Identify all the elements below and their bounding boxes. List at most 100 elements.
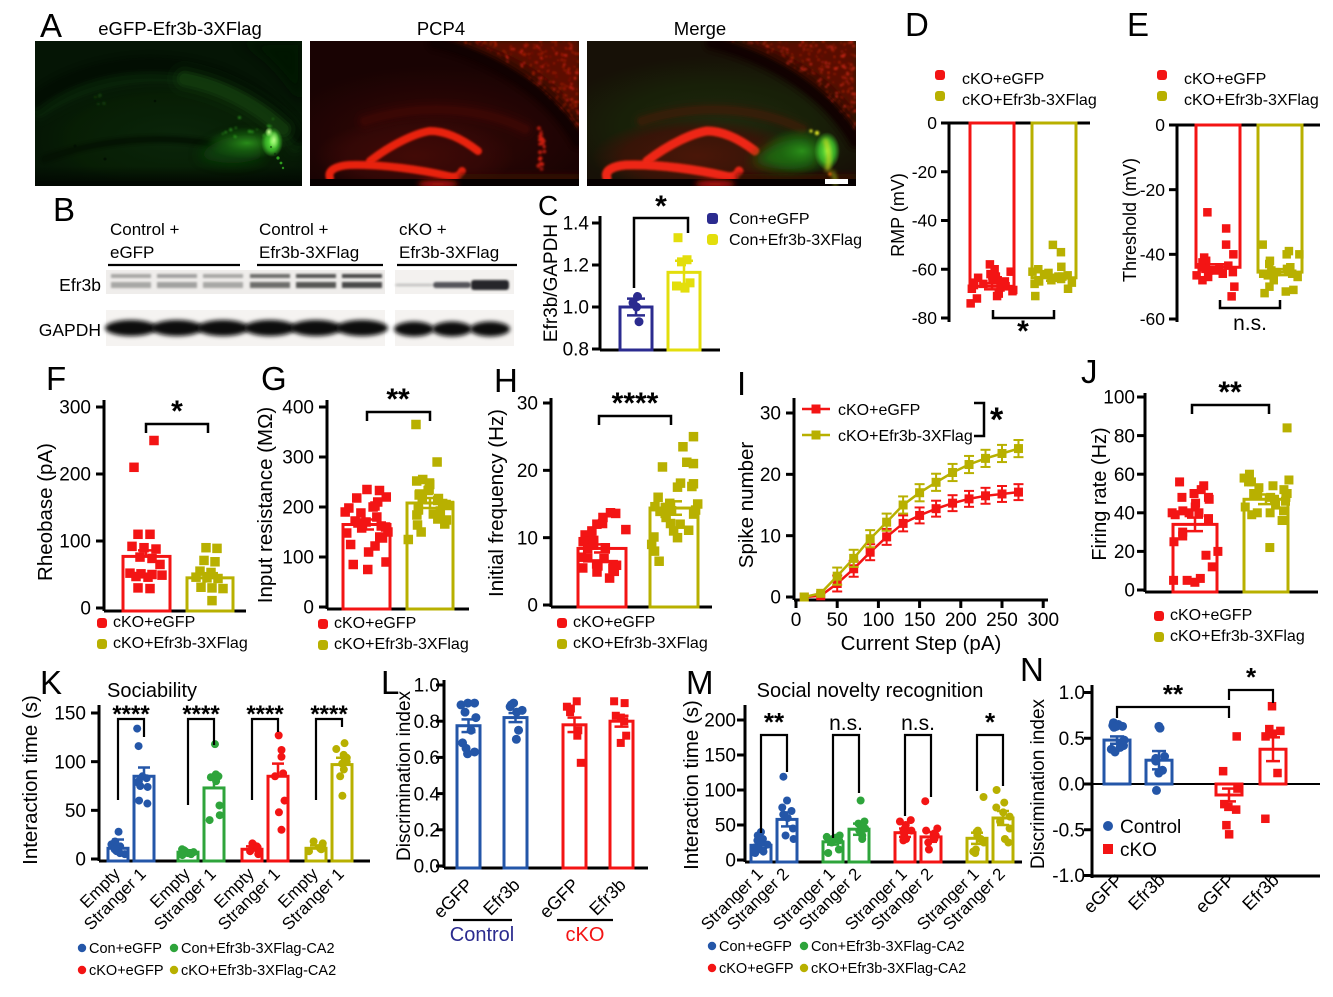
svg-text:****: **** xyxy=(182,701,220,728)
svg-text:Current Step (pA): Current Step (pA) xyxy=(841,632,1002,655)
svg-text:-0.5: -0.5 xyxy=(1052,820,1085,841)
svg-text:cKO+eGFP: cKO+eGFP xyxy=(113,614,195,631)
svg-text:cKO+Efr3b-3XFlag: cKO+Efr3b-3XFlag xyxy=(838,428,973,445)
svg-text:20: 20 xyxy=(760,465,781,486)
svg-text:0: 0 xyxy=(303,598,314,619)
svg-text:Control +: Control + xyxy=(259,220,329,239)
svg-text:-20: -20 xyxy=(1140,180,1166,200)
svg-text:Spike number: Spike number xyxy=(735,442,758,569)
svg-text:0.0: 0.0 xyxy=(414,857,440,878)
svg-text:cKO+eGFP: cKO+eGFP xyxy=(719,961,794,977)
svg-text:Efr3b-3XFlag: Efr3b-3XFlag xyxy=(399,243,499,262)
svg-text:****: **** xyxy=(612,387,659,420)
svg-text:150: 150 xyxy=(704,746,736,767)
svg-text:50: 50 xyxy=(65,801,86,822)
svg-text:Control +: Control + xyxy=(110,220,180,239)
svg-text:C: C xyxy=(538,190,558,221)
svg-text:cKO+Efr3b-3XFlag: cKO+Efr3b-3XFlag xyxy=(334,636,469,653)
svg-text:20: 20 xyxy=(1114,542,1135,563)
svg-text:100: 100 xyxy=(59,532,91,553)
svg-text:cKO+Efr3b-3XFlag: cKO+Efr3b-3XFlag xyxy=(573,635,708,652)
svg-text:Interaction time (s): Interaction time (s) xyxy=(19,695,42,865)
svg-text:-60: -60 xyxy=(912,259,938,279)
svg-text:L: L xyxy=(381,664,399,701)
svg-text:cKO: cKO xyxy=(1120,840,1157,861)
svg-text:400: 400 xyxy=(282,398,314,419)
svg-text:0.5: 0.5 xyxy=(1059,729,1085,750)
svg-text:0.6: 0.6 xyxy=(414,748,440,769)
svg-text:0.8: 0.8 xyxy=(414,712,440,733)
svg-text:Con+eGFP: Con+eGFP xyxy=(729,211,809,228)
svg-text:Interaction time (s): Interaction time (s) xyxy=(680,700,703,870)
svg-text:cKO+eGFP: cKO+eGFP xyxy=(838,402,920,419)
svg-text:M: M xyxy=(686,664,714,701)
svg-text:Discrimination index: Discrimination index xyxy=(394,691,415,862)
svg-text:0.4: 0.4 xyxy=(414,784,441,805)
svg-text:cKO+Efr3b-3XFlag: cKO+Efr3b-3XFlag xyxy=(1184,92,1319,109)
svg-text:RMP (mV): RMP (mV) xyxy=(888,173,908,257)
svg-text:200: 200 xyxy=(59,465,91,486)
svg-text:30: 30 xyxy=(760,404,781,425)
svg-text:n.s.: n.s. xyxy=(1233,312,1267,335)
svg-text:Efr3b/GAPDH: Efr3b/GAPDH xyxy=(541,224,562,342)
svg-text:cKO+Efr3b-3XFlag-CA2: cKO+Efr3b-3XFlag-CA2 xyxy=(811,961,966,977)
svg-text:Con+Efr3b-3XFlag-CA2: Con+Efr3b-3XFlag-CA2 xyxy=(811,939,965,955)
svg-text:Firing rate (Hz): Firing rate (Hz) xyxy=(1089,427,1111,560)
svg-text:200: 200 xyxy=(945,610,977,631)
svg-text:*: * xyxy=(1246,662,1257,692)
svg-text:cKO+eGFP: cKO+eGFP xyxy=(962,71,1044,88)
svg-text:cKO: cKO xyxy=(566,924,605,946)
svg-text:H: H xyxy=(494,362,518,399)
svg-text:Discrimination index: Discrimination index xyxy=(1028,699,1049,870)
svg-text:eGFP: eGFP xyxy=(110,243,154,262)
svg-text:Merge: Merge xyxy=(674,18,726,39)
svg-text:J: J xyxy=(1081,353,1098,390)
svg-text:150: 150 xyxy=(54,704,86,725)
svg-text:cKO+eGFP: cKO+eGFP xyxy=(1184,71,1266,88)
svg-text:cKO+Efr3b-3XFlag-CA2: cKO+Efr3b-3XFlag-CA2 xyxy=(181,963,336,979)
svg-text:50: 50 xyxy=(827,610,848,631)
svg-text:****: **** xyxy=(310,701,348,728)
svg-text:cKO+eGFP: cKO+eGFP xyxy=(89,963,164,979)
svg-text:*: * xyxy=(171,395,183,428)
svg-text:*: * xyxy=(985,707,996,737)
svg-text:-80: -80 xyxy=(912,308,938,328)
svg-text:80: 80 xyxy=(1114,426,1135,447)
svg-text:cKO +: cKO + xyxy=(399,220,447,239)
svg-text:100: 100 xyxy=(863,610,895,631)
svg-text:G: G xyxy=(261,360,287,397)
svg-text:100: 100 xyxy=(704,781,736,802)
svg-text:0: 0 xyxy=(527,596,538,617)
svg-text:0: 0 xyxy=(725,851,736,872)
svg-text:A: A xyxy=(40,7,62,44)
svg-text:300: 300 xyxy=(1027,610,1059,631)
svg-text:**: ** xyxy=(386,383,410,416)
svg-text:10: 10 xyxy=(517,528,538,549)
svg-text:0: 0 xyxy=(927,113,937,133)
svg-text:0: 0 xyxy=(80,599,91,620)
svg-text:1.0: 1.0 xyxy=(563,298,589,319)
svg-text:Efr3b: Efr3b xyxy=(59,275,101,295)
svg-text:GAPDH: GAPDH xyxy=(39,320,101,340)
svg-text:100: 100 xyxy=(282,548,314,569)
svg-text:*: * xyxy=(1017,315,1029,348)
svg-text:0: 0 xyxy=(75,850,86,871)
svg-text:1.4: 1.4 xyxy=(563,214,590,235)
svg-text:200: 200 xyxy=(282,498,314,519)
svg-text:0: 0 xyxy=(791,610,802,631)
svg-text:0.0: 0.0 xyxy=(1059,775,1085,796)
svg-text:cKO+eGFP: cKO+eGFP xyxy=(1170,607,1252,624)
svg-text:20: 20 xyxy=(517,461,538,482)
svg-text:PCP4: PCP4 xyxy=(417,18,465,39)
svg-text:50: 50 xyxy=(715,816,736,837)
svg-text:****: **** xyxy=(246,701,284,728)
svg-text:-20: -20 xyxy=(912,162,938,182)
svg-text:0: 0 xyxy=(1155,115,1165,135)
svg-text:-1.0: -1.0 xyxy=(1052,866,1085,887)
svg-text:300: 300 xyxy=(282,448,314,469)
svg-text:Threshold (mV): Threshold (mV) xyxy=(1120,158,1140,282)
svg-text:cKO+Efr3b-3XFlag: cKO+Efr3b-3XFlag xyxy=(962,92,1097,109)
svg-text:Control: Control xyxy=(1120,817,1181,838)
svg-text:Control: Control xyxy=(450,924,514,946)
svg-text:eGFP-Efr3b-3XFlag: eGFP-Efr3b-3XFlag xyxy=(98,18,261,39)
